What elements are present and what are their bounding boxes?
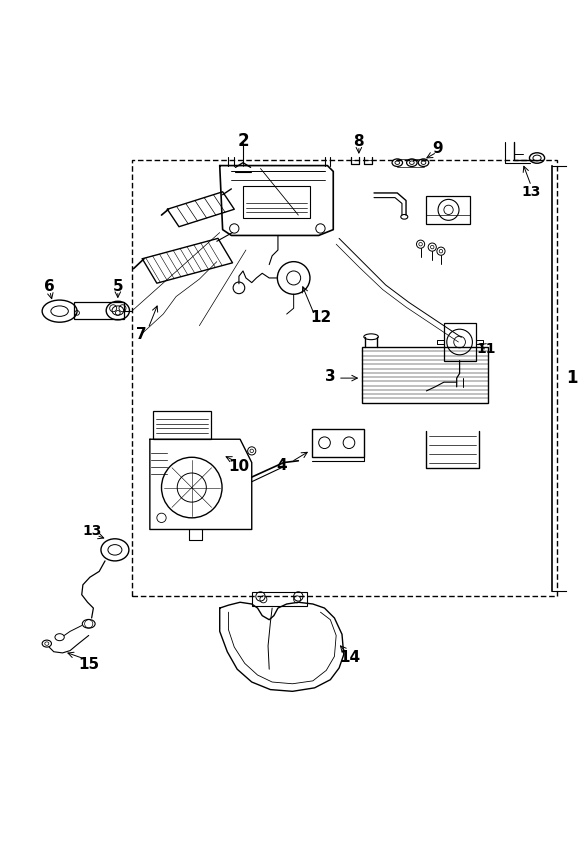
Text: 5: 5 (112, 279, 123, 294)
Bar (243, 186, 310, 218)
Text: 4: 4 (277, 458, 287, 473)
Bar (153, 412, 211, 439)
Text: 13: 13 (82, 523, 101, 537)
Text: 1: 1 (566, 369, 578, 387)
Text: 8: 8 (353, 134, 364, 149)
Bar (362, 347, 487, 403)
Text: 14: 14 (339, 650, 360, 665)
Text: 9: 9 (433, 141, 443, 156)
Bar (252, 592, 307, 606)
Bar (444, 323, 476, 361)
Text: 2: 2 (237, 132, 249, 150)
Text: 11: 11 (476, 342, 495, 356)
Bar (426, 195, 470, 224)
Bar (74, 302, 123, 319)
Text: 3: 3 (325, 369, 336, 384)
Text: 12: 12 (310, 310, 331, 325)
Text: 15: 15 (78, 657, 99, 672)
Bar (312, 429, 364, 456)
Text: 7: 7 (136, 327, 146, 342)
Text: 13: 13 (521, 185, 541, 199)
Text: 6: 6 (44, 279, 55, 294)
Text: 10: 10 (228, 459, 249, 474)
